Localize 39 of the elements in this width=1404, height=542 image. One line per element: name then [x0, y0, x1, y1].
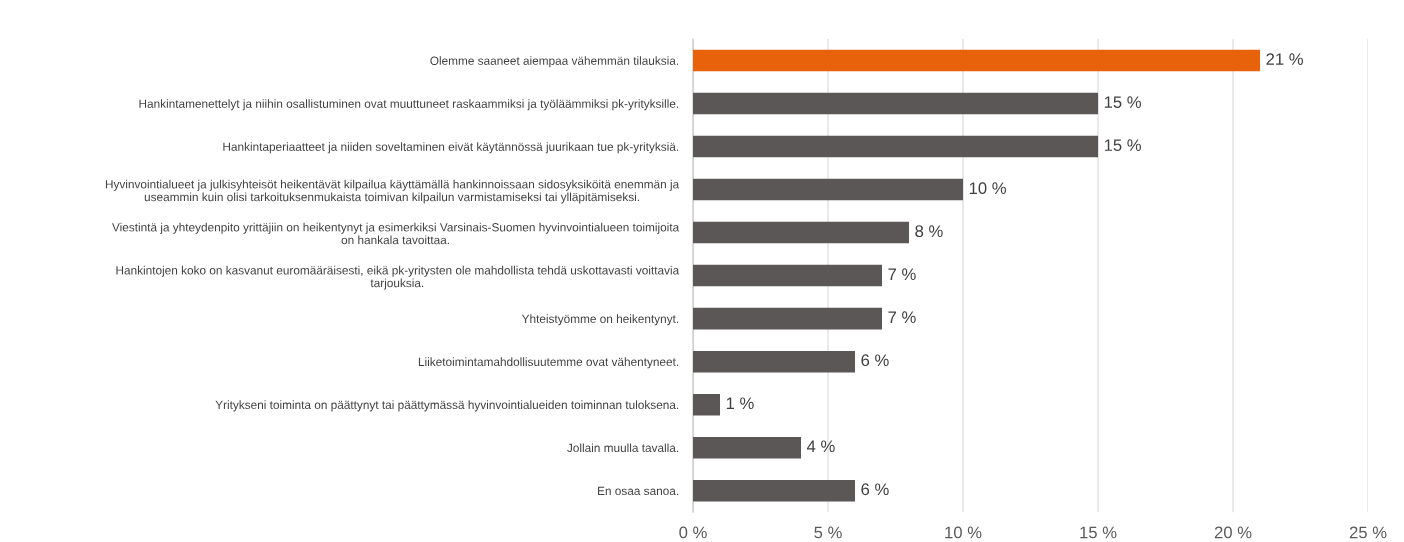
y-tick-label: Yhteistyömme on heikentynyt.: [521, 314, 679, 326]
y-tick-label: Hankintaperiaatteet ja niiden soveltaminen eivät käytännössä juurikaan tue pk-yrityksiä.: [223, 142, 679, 154]
bar: [693, 221, 910, 244]
y-tick-label: Olemme saaneet aiempaa vähemmän tilauksia.: [430, 56, 679, 68]
y-tick-label: Viestintä ja yhteydenpito yrittäjiin on heikentynyt ja esimerkiksi Varsinais-Suomen hyvinvointialueen toimijoita on hankala tavoittaa.: [112, 222, 680, 245]
y-tick-label: Jollain muulla tavalla.: [567, 443, 679, 453]
bar: [693, 92, 1099, 115]
data-label: 4 %: [806, 440, 835, 453]
y-tick-label: Yritykseni toiminta on päättynyt tai päättymässä hyvinvointialueiden toiminnan tuloksena.: [215, 400, 679, 412]
data-label: 6 %: [861, 483, 889, 496]
x-tick-label: 5 %: [814, 526, 842, 539]
data-label: 15 %: [1104, 96, 1141, 109]
x-tick-label: 10 %: [945, 526, 982, 539]
bar: [693, 350, 856, 373]
x-tick-label: 15 %: [1080, 526, 1117, 539]
data-label: 15 %: [1104, 139, 1141, 152]
data-label: 7 %: [888, 311, 916, 324]
x-tick-label: 20 %: [1214, 526, 1252, 539]
x-tick-label: 25 %: [1349, 526, 1387, 539]
bar: [693, 264, 883, 287]
data-label: 21 %: [1266, 53, 1303, 65]
data-label: 10 %: [969, 182, 1006, 195]
y-tick-label: Hyvinvointialueet ja julkisyhteisöt heikentävät kilpailua käyttämällä hankinnoissaan sidosyksiköitä enemmän ja useammin kuin olisi tarkoituksenmukaista toimivan kilpailun varmistamiseksi tai ylläpitämiseksi.: [105, 179, 680, 204]
y-tick-label: En osaa sanoa.: [598, 486, 679, 496]
bar: [693, 479, 856, 502]
data-label: 7 %: [888, 268, 916, 281]
bar: [693, 178, 964, 201]
y-tick-label: Hankintamenettelyt ja niihin osallistuminen ovat muuttuneet raskaammiksi ja työläämmiksi pk-yrityksille.: [139, 99, 679, 111]
bar: [693, 393, 721, 416]
x-tick-label: 0 %: [679, 526, 707, 539]
bar: [693, 307, 883, 330]
bar: [693, 436, 802, 459]
data-label: 8 %: [915, 225, 943, 238]
y-tick-label: Hankintojen koko on kasvanut euromääräisesti, eikä pk-yritysten ole mahdollista tehdä uskottavasti voittavia tarjouksia.: [116, 265, 680, 290]
bar: [693, 49, 1261, 72]
data-label: 6 %: [861, 354, 889, 367]
y-tick-label: Liiketoimintamahdollisuutemme ovat vähentyneet.: [418, 357, 679, 369]
bar: [693, 135, 1099, 158]
data-label: 1 %: [726, 397, 754, 410]
